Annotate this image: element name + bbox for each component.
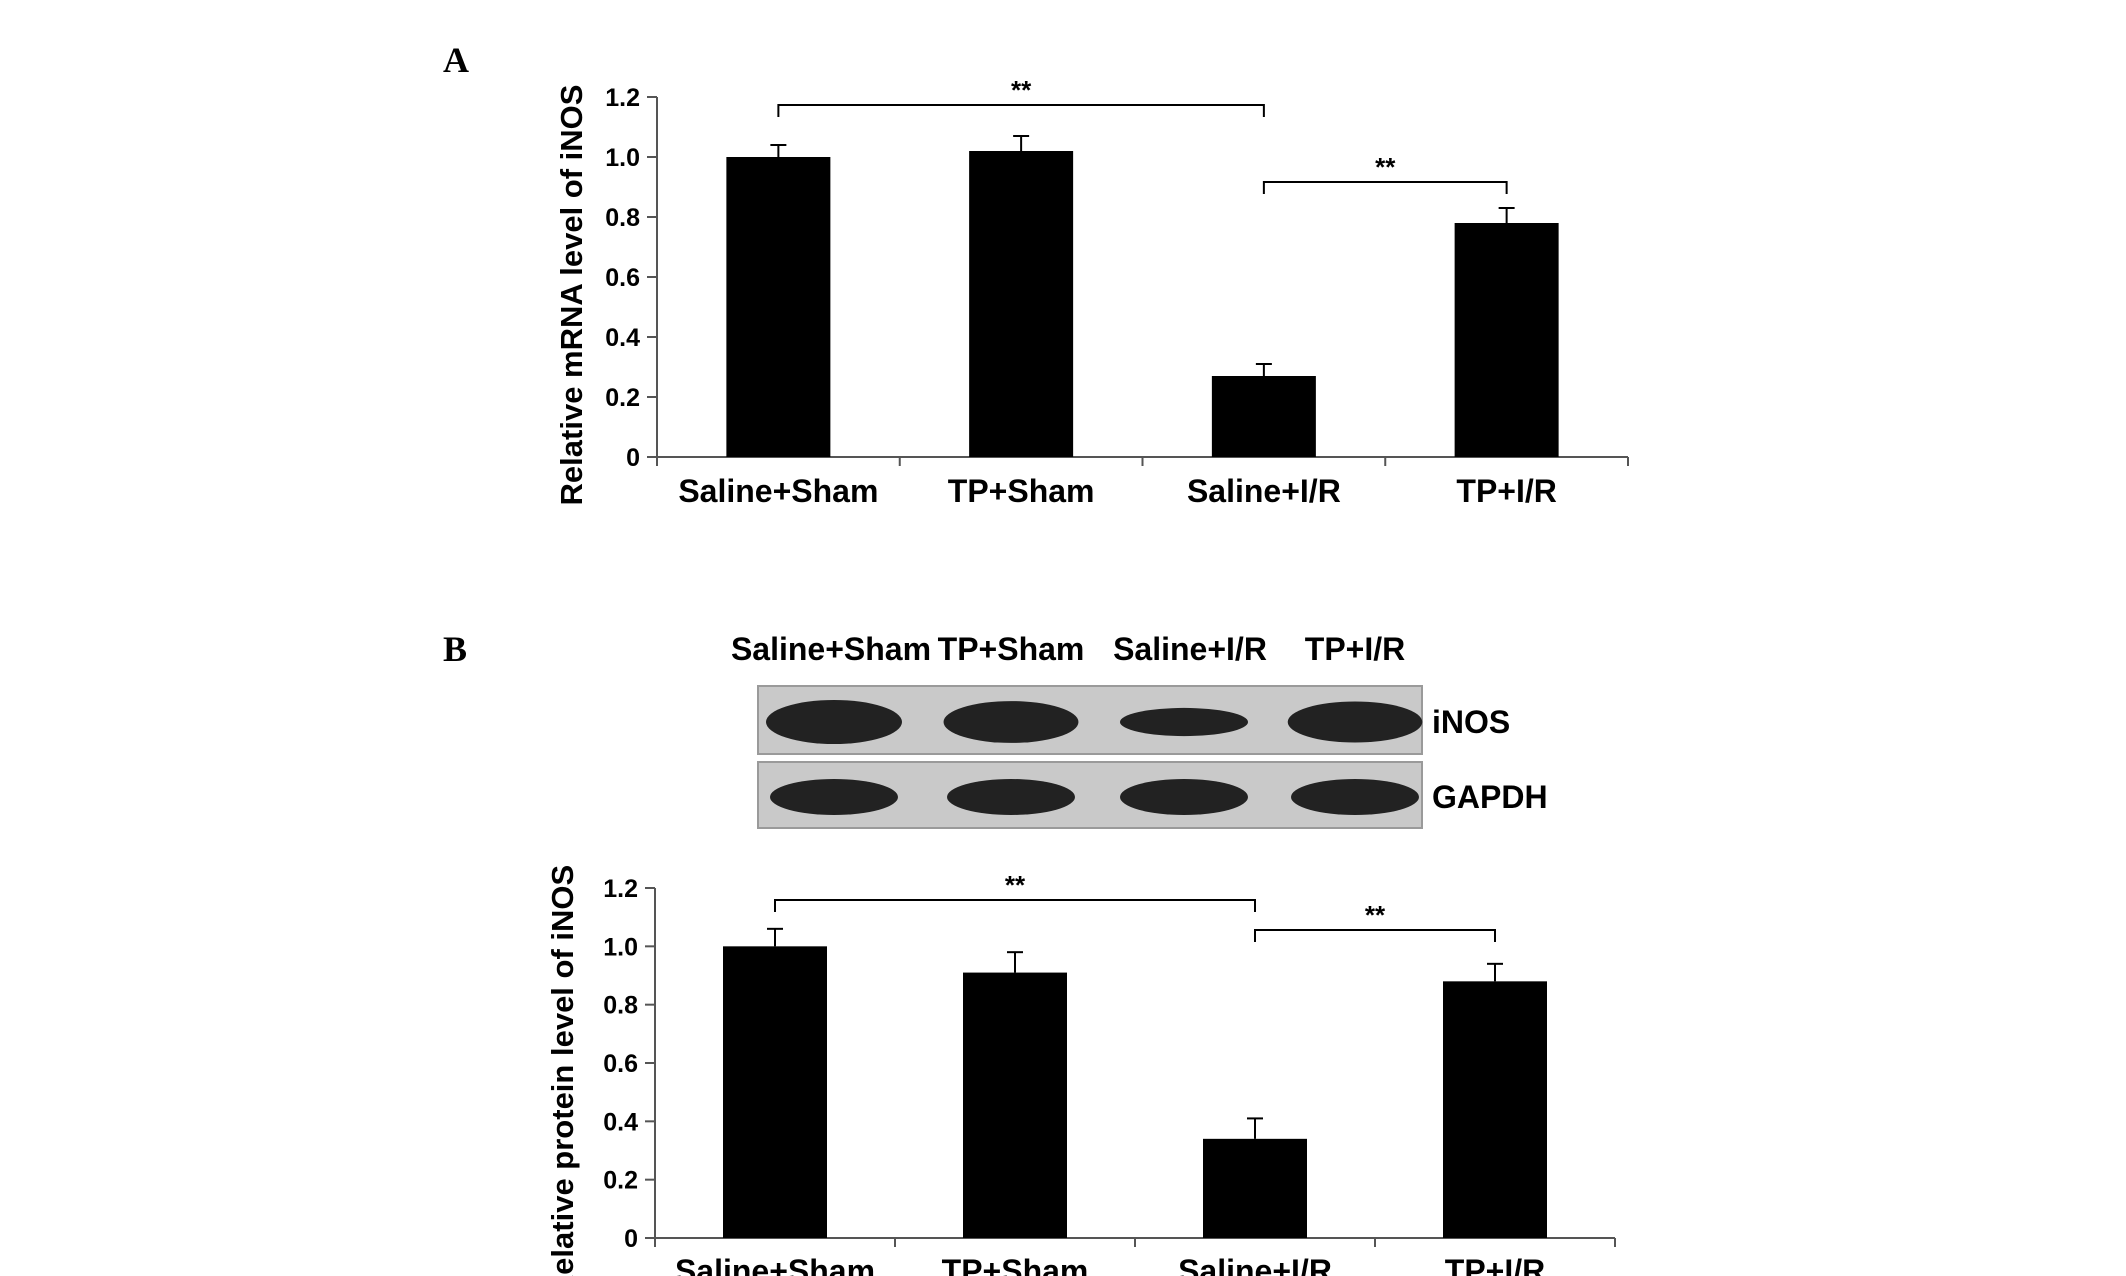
blot-band <box>1287 701 1423 743</box>
blot-band <box>1120 779 1248 815</box>
y-tick-label: 0.4 <box>605 324 640 352</box>
bar <box>726 157 831 457</box>
y-tick-label: 1.0 <box>605 144 640 172</box>
y-tick-label: 0.6 <box>605 264 640 292</box>
x-tick-label: TP+Sham <box>948 473 1095 509</box>
y-tick-label: 1.0 <box>603 933 638 961</box>
significance-label: ** <box>1011 75 1032 105</box>
panel-letter-b: B <box>443 629 467 669</box>
bar <box>963 972 1067 1238</box>
blot-row-label: GAPDH <box>1432 779 1548 815</box>
x-tick-label: TP+I/R <box>1456 473 1556 509</box>
y-tick-label: 0.4 <box>603 1108 638 1136</box>
blot-band <box>1119 707 1249 737</box>
x-tick-label: Saline+Sham <box>678 473 878 509</box>
y-axis-title: Relative protein level of iNOS <box>545 865 580 1276</box>
blot-band <box>766 700 902 744</box>
y-tick-label: 0 <box>626 444 640 472</box>
bar <box>969 151 1074 457</box>
blot-row-label: iNOS <box>1432 704 1510 740</box>
significance-bracket <box>1254 929 1496 942</box>
y-tick-label: 1.2 <box>603 875 638 903</box>
blot-band <box>947 779 1075 815</box>
significance-bracket <box>774 899 1256 912</box>
significance-label: ** <box>1365 900 1386 930</box>
x-tick-label: Saline+Sham <box>675 1253 875 1276</box>
western-blot: Saline+Sham TP+Sham Saline+I/R TP+I/R iNOS GA… <box>731 631 1548 829</box>
significance-label: ** <box>1375 152 1396 182</box>
panel-letter-a: A <box>443 40 469 80</box>
y-axis-title: Relative mRNA level of iNOS <box>554 85 589 506</box>
bar <box>1203 1138 1307 1238</box>
bar <box>1211 376 1316 457</box>
blot-band <box>943 701 1079 743</box>
x-tick-label: TP+Sham <box>942 1253 1089 1276</box>
blot-lane-label: TP+I/R <box>1305 631 1405 667</box>
y-tick-label: 0.8 <box>603 992 638 1020</box>
bar <box>1443 981 1547 1238</box>
y-tick-label: 0.2 <box>605 384 640 412</box>
x-tick-label: TP+I/R <box>1445 1253 1545 1276</box>
blot-lane-label: TP+Sham <box>938 631 1085 667</box>
significance-bracket <box>1262 181 1508 194</box>
y-tick-label: 0 <box>624 1225 638 1253</box>
significance-bracket <box>777 104 1265 117</box>
blot-lane-label: Saline+Sham <box>731 631 931 667</box>
y-tick-label: 0.8 <box>605 204 640 232</box>
y-tick-label: 0.6 <box>603 1050 638 1078</box>
chart-b: 0 0.2 0.4 0.6 0.8 1.0 1.2 Saline+Sham TP+Sham Sal… <box>545 865 1616 1276</box>
bar <box>723 946 827 1238</box>
significance-label: ** <box>1005 870 1026 900</box>
x-tick-label: Saline+I/R <box>1187 473 1341 509</box>
chart-a: 0 0.2 0.4 0.6 0.8 1.0 1.2 Saline+Sham TP+Sham Sal… <box>554 75 1629 509</box>
x-tick-label: Saline+I/R <box>1178 1253 1332 1276</box>
y-tick-label: 1.2 <box>605 84 640 112</box>
blot-band <box>1291 779 1419 815</box>
y-tick-label: 0.2 <box>603 1167 638 1195</box>
blot-lane-label: Saline+I/R <box>1113 631 1267 667</box>
bar <box>1454 223 1559 457</box>
blot-band <box>770 779 898 815</box>
